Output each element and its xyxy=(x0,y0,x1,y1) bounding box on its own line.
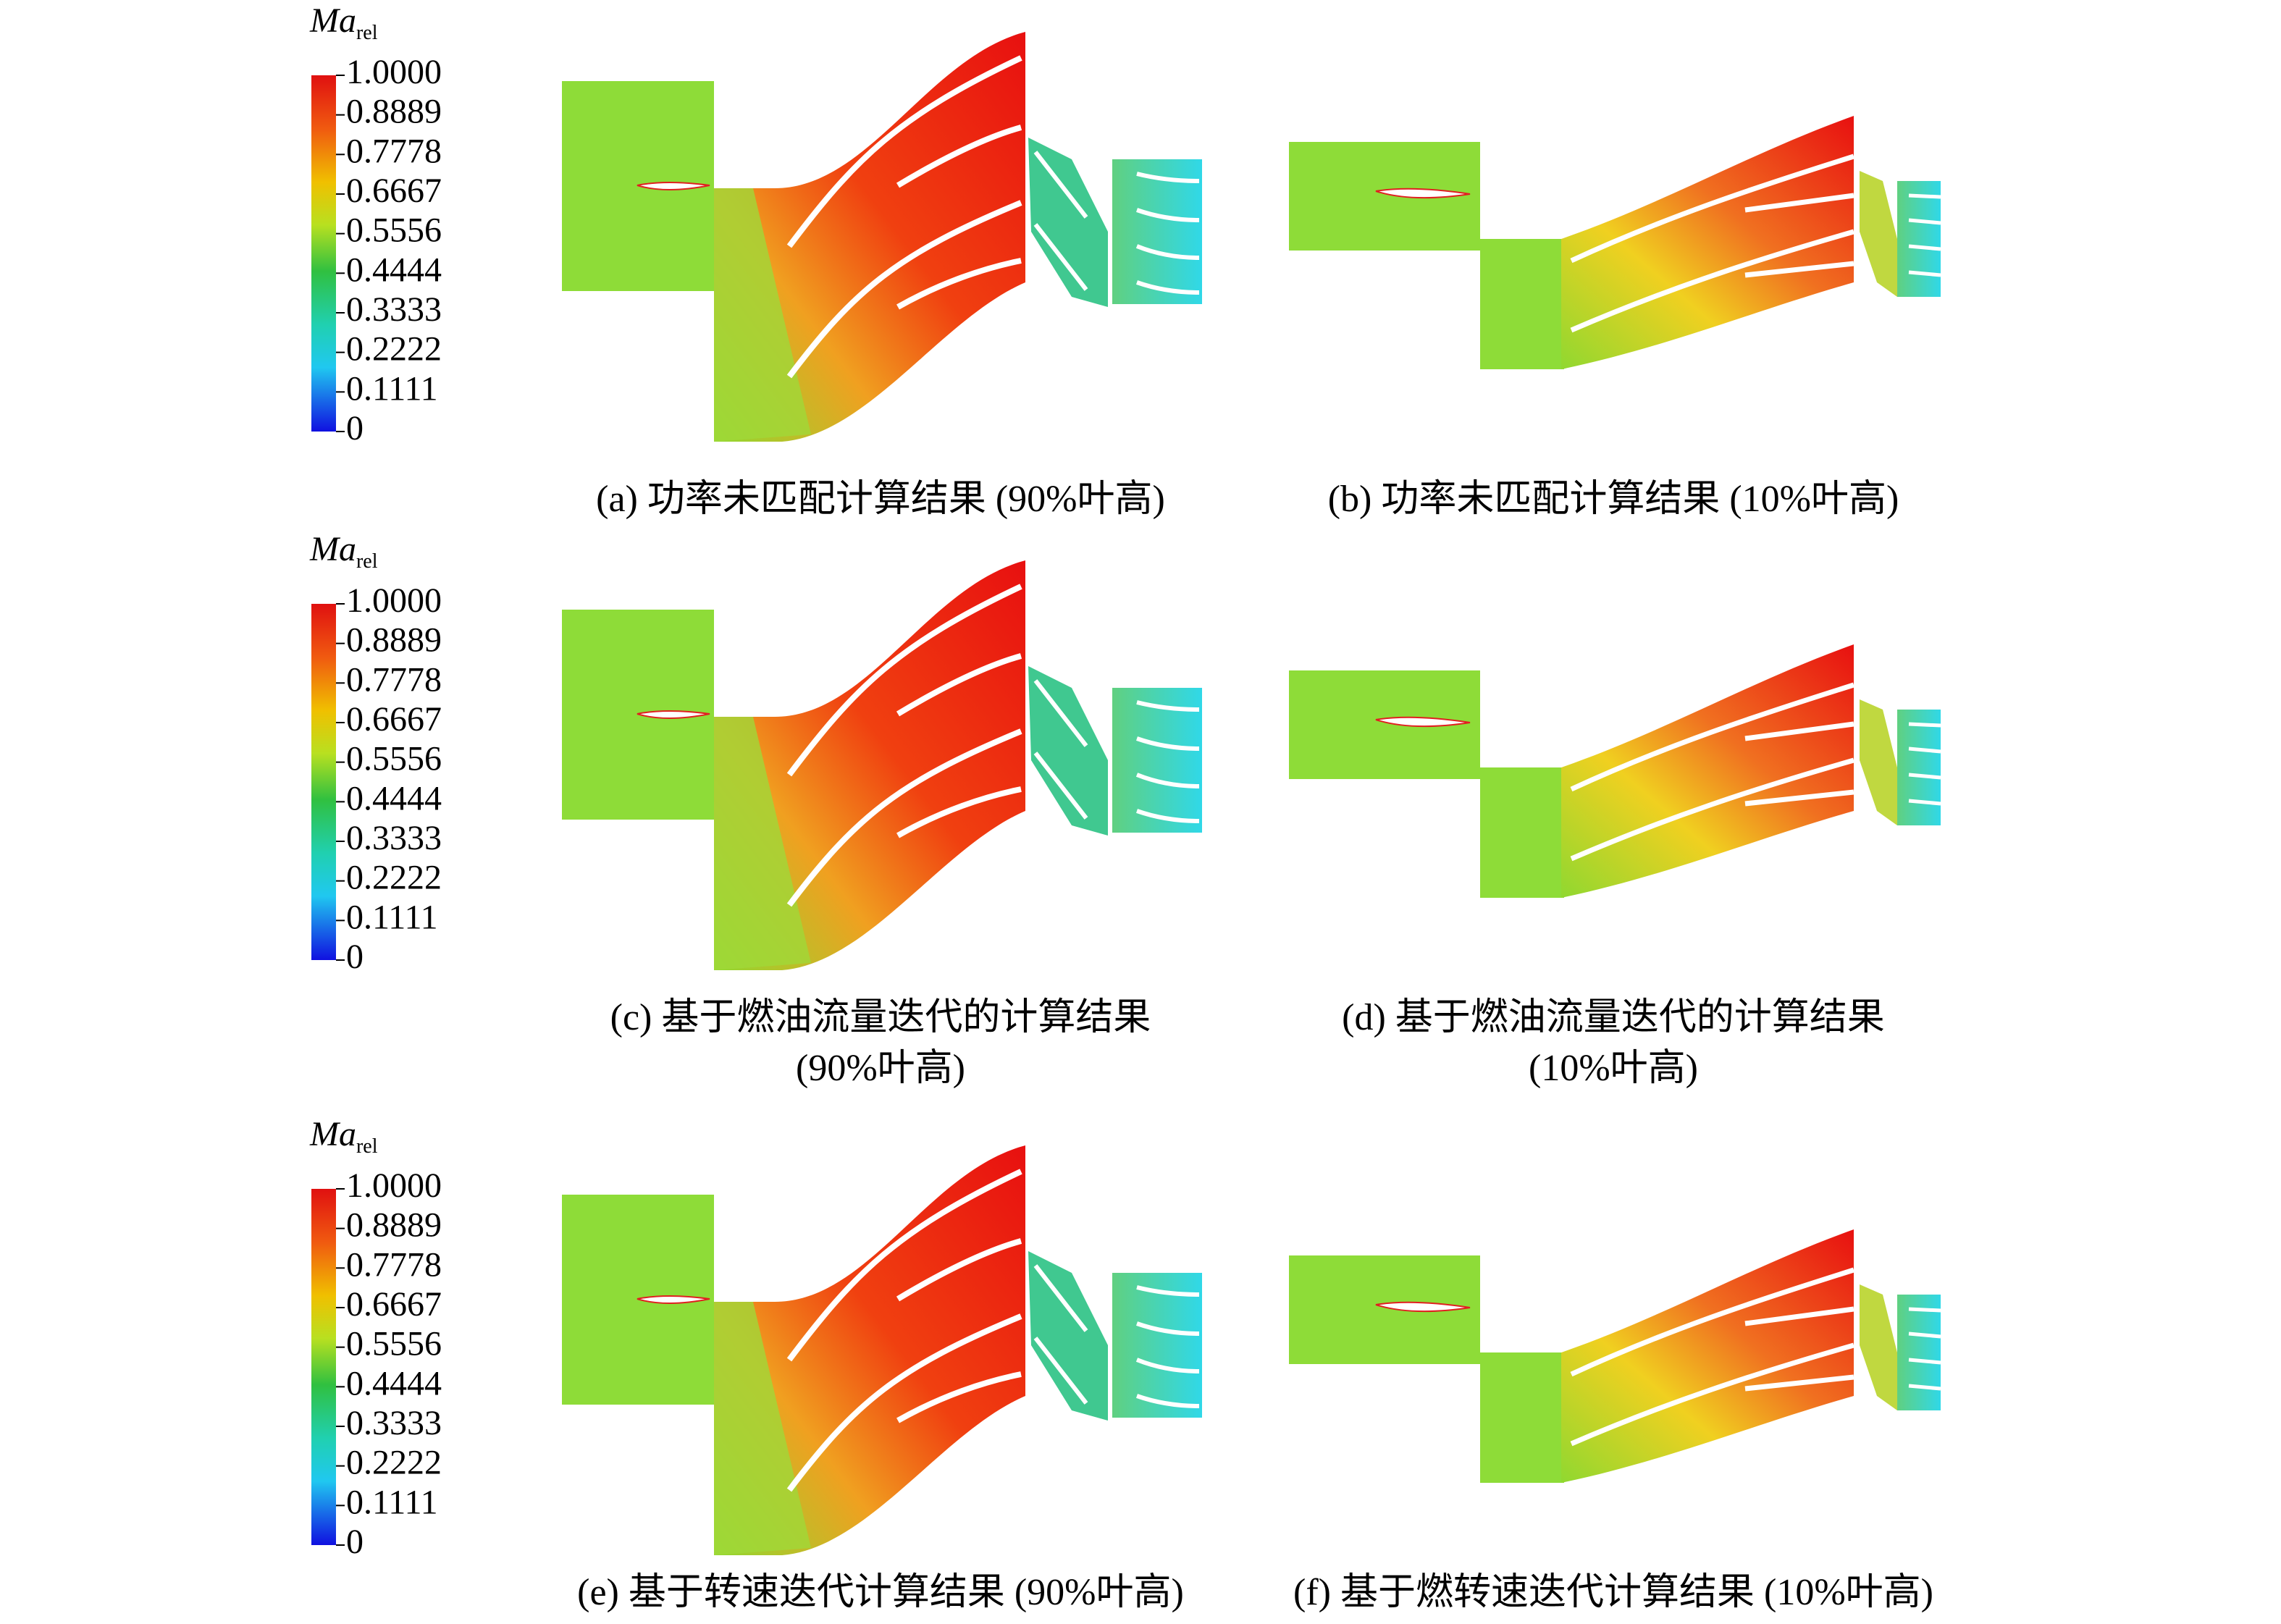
colorbar-tick-label: 0.7778 xyxy=(346,660,442,699)
colorbar-tick-label: 0.6667 xyxy=(346,172,442,210)
colorbar-tick-label: 0.6667 xyxy=(346,1285,442,1324)
colorbar-tick-label: 0.4444 xyxy=(346,1364,442,1402)
label-main: Ma xyxy=(309,1115,356,1153)
colorbar-tick-label: 0.1111 xyxy=(346,369,438,408)
contour-image xyxy=(1289,116,1941,369)
colorbar xyxy=(311,75,336,432)
colorbar-tick-label: 0.2222 xyxy=(346,859,442,897)
colorbar-tick-label: 0 xyxy=(346,938,364,976)
colorbar-tick-label: 0 xyxy=(346,1523,364,1561)
figure-row: Marel 1.00000.88890.77780.66670.55560.444… xyxy=(309,530,1941,1089)
label-sub: rel xyxy=(356,550,378,573)
panel-caption: (e) 基于转速迭代计算结果 (90%叶高) xyxy=(577,1572,1184,1613)
colorbar-label: Marel xyxy=(309,530,378,573)
contour-image xyxy=(562,1145,1202,1555)
colorbar-tick-label: 0.8889 xyxy=(346,93,442,131)
contour-image xyxy=(562,32,1202,442)
label-main: Ma xyxy=(309,1,356,40)
colorbar-tick-label: 0.4444 xyxy=(346,251,442,289)
contour-image xyxy=(1289,1229,1941,1483)
colorbar-label: Marel xyxy=(309,1,378,44)
figure-row: Marel 1.00000.88890.77780.66670.55560.444… xyxy=(309,1115,1941,1613)
colorbar-tick-label: 0.4444 xyxy=(346,779,442,817)
colorbar-tick-label: 0.5556 xyxy=(346,1325,442,1363)
panel-caption: (d) 基于燃油流量迭代的计算结果 xyxy=(1342,997,1885,1038)
colorbar-tick-label: 1.0000 xyxy=(346,53,442,91)
colorbar-tick-label: 1.0000 xyxy=(346,581,442,620)
colorbar xyxy=(311,1189,336,1545)
colorbar-tick-label: 0.1111 xyxy=(346,1483,438,1521)
colorbar-tick-label: 1.0000 xyxy=(346,1166,442,1205)
colorbar-tick-label: 0.7778 xyxy=(346,132,442,170)
contour-image xyxy=(1289,644,1941,898)
label-sub: rel xyxy=(356,22,378,44)
panel-caption: (a) 功率未匹配计算结果 (90%叶高) xyxy=(596,479,1165,520)
colorbar-label: Marel xyxy=(309,1115,378,1158)
colorbar-tick-label: 0.3333 xyxy=(346,290,442,329)
colorbar-tick-label: 0.8889 xyxy=(346,621,442,660)
colorbar-tick-label: 0.2222 xyxy=(346,330,442,369)
figure-row: Marel 1.00000.88890.77780.66670.55560.444… xyxy=(309,1,1941,520)
label-main: Ma xyxy=(309,530,356,568)
colorbar-tick-label: 0.5556 xyxy=(346,740,442,778)
panel-caption: (10%叶高) xyxy=(1529,1048,1698,1089)
colorbar-tick-label: 0 xyxy=(346,409,364,447)
colorbar-tick-label: 0.3333 xyxy=(346,819,442,857)
colorbar xyxy=(311,604,336,960)
colorbar-tick-label: 0.1111 xyxy=(346,898,438,936)
colorbar-tick-label: 0.5556 xyxy=(346,211,442,250)
panel-caption: (c) 基于燃油流量迭代的计算结果 xyxy=(610,997,1151,1038)
colorbar-tick-label: 0.3333 xyxy=(346,1404,442,1442)
colorbar-tick-label: 0.6667 xyxy=(346,700,442,739)
colorbar-tick-label: 0.7778 xyxy=(346,1245,442,1284)
colorbar-tick-label: 0.2222 xyxy=(346,1444,442,1482)
label-sub: rel xyxy=(356,1135,378,1158)
contour-image xyxy=(562,560,1202,970)
colorbar-tick-label: 0.8889 xyxy=(346,1206,442,1245)
panel-caption: (90%叶高) xyxy=(796,1048,965,1089)
panel-caption: (b) 功率未匹配计算结果 (10%叶高) xyxy=(1328,479,1899,520)
panel-caption: (f) 基于燃转速迭代计算结果 (10%叶高) xyxy=(1293,1572,1933,1613)
